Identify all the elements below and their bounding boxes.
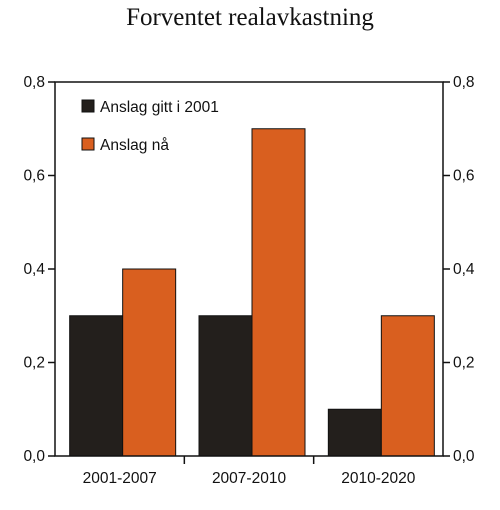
bars-group [69, 128, 435, 457]
bar-series1-2001-2007 [69, 315, 124, 457]
x-tick-label: 2010-2020 [341, 470, 416, 487]
bar-series1-2010-2020 [327, 408, 382, 457]
bar-series2-2001-2007 [122, 268, 177, 457]
legend-label: Anslag nå [100, 137, 169, 154]
bar-series2-2007-2010 [251, 128, 306, 457]
bar-series2-2010-2020 [380, 315, 435, 457]
y-tick-label-right: 0,2 [453, 355, 475, 372]
legend-label: Anslag gitt i 2001 [100, 99, 219, 116]
legend-swatch [81, 99, 95, 113]
axes-group: 2001-2007 2007-2010 2010-2020 0,0 0,0 0,2 0,2 0… [23, 74, 474, 487]
bar-series1-2007-2010 [198, 315, 253, 457]
chart-title: Forventet realavkastning [126, 4, 374, 31]
y-tick-label-left: 0,8 [23, 74, 45, 91]
y-tick-label-left: 0,6 [23, 168, 45, 185]
legend: Anslag gitt i 2001 Anslag nå [81, 99, 219, 154]
y-tick-label-left: 0,4 [23, 261, 45, 278]
y-tick-label-right: 0,4 [453, 261, 475, 278]
y-tick-label-right: 0,0 [453, 448, 475, 465]
x-tick-label: 2007-2010 [212, 470, 287, 487]
y-tick-label-right: 0,8 [453, 74, 475, 91]
y-tick-label-left: 0,0 [23, 448, 45, 465]
legend-swatch [81, 137, 95, 151]
y-tick-label-right: 0,6 [453, 168, 475, 185]
y-tick-label-left: 0,2 [23, 355, 45, 372]
x-tick-label: 2001-2007 [83, 470, 157, 487]
